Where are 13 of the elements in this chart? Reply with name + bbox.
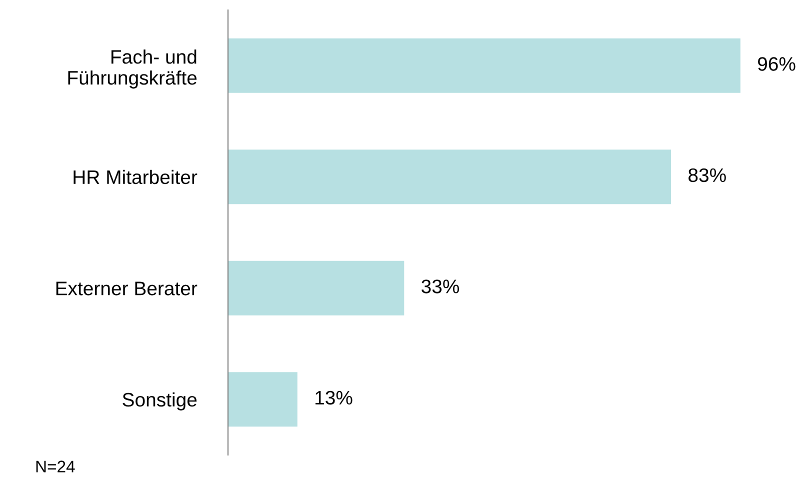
bar xyxy=(228,372,298,427)
data-label: 33% xyxy=(422,280,460,294)
y-tick-label: Fach- und Führungskräfte xyxy=(68,50,197,89)
y-tick-label: Sonstige xyxy=(122,392,197,410)
bar xyxy=(228,260,404,316)
text: N=24 xyxy=(36,460,75,472)
y-tick-label: Externer Berater xyxy=(56,282,198,296)
data-label: 13% xyxy=(316,390,352,405)
bar xyxy=(228,38,740,93)
data-label: 96% xyxy=(758,57,796,71)
data-label: 83% xyxy=(688,168,726,182)
y-tick-label: HR Mitarbeiter xyxy=(74,170,198,184)
bar xyxy=(228,150,672,204)
